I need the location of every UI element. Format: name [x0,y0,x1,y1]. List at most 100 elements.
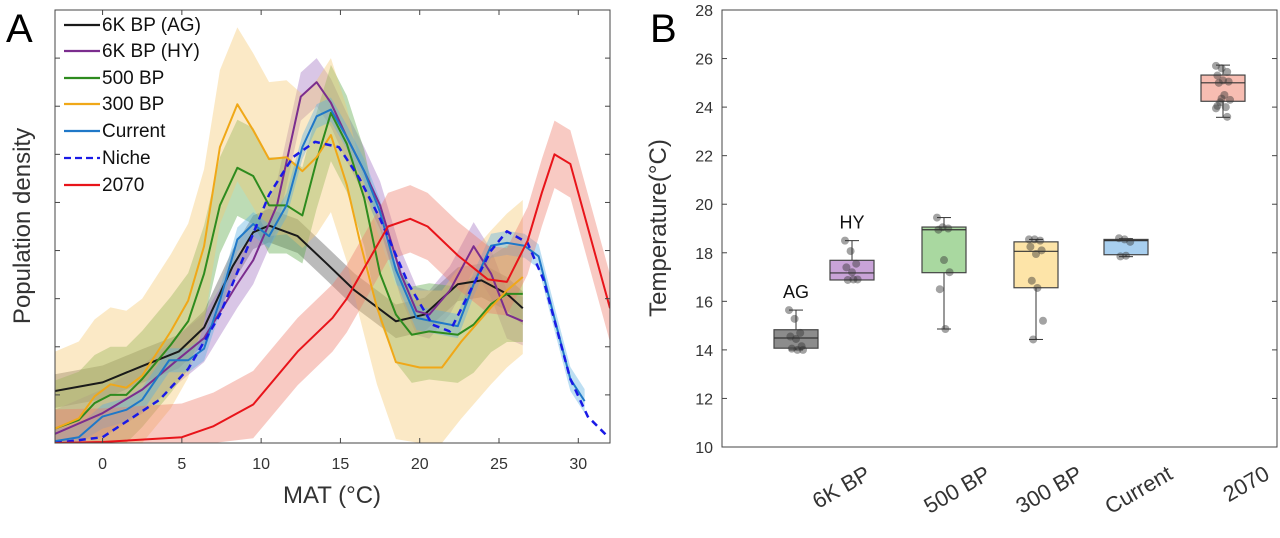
data-point [792,334,800,343]
data-point [1219,76,1227,85]
line-6k-bp-ag [55,224,524,393]
y-tick-label: 24 [695,100,713,117]
x-tick-label: 10 [252,456,270,473]
data-point [842,263,851,272]
panel-a-density-chart: 0 5 10 15 20 25 30 MAT (°C) Population density… [9,9,611,509]
data-point [940,256,948,265]
x-axis-ticks: 0 5 10 15 20 25 30 [55,10,610,473]
data-point [1224,77,1233,86]
x-tick-label: 0 [98,456,107,473]
data-point [793,345,802,354]
axes-box-a [54,9,611,444]
boxplot-2070 [1200,61,1246,121]
data-point [935,285,944,294]
box [1013,241,1059,289]
boxplot-current [1103,234,1149,261]
data-point [1116,252,1125,261]
x-tick-label: 20 [411,456,429,473]
box [829,259,875,281]
data-point [796,328,805,337]
category-labels: 6K BP 500 BP 300 BP Current 2070 [808,461,1274,519]
data-point [1029,335,1038,344]
data-point [933,213,941,222]
data-point [852,259,861,268]
data-point [799,345,807,354]
band-6k-bp-hy [55,58,523,443]
legend-label-current: Current [102,121,166,142]
band-300-bp [55,27,523,443]
y-tick-label: 18 [695,246,713,263]
data-point [1213,71,1222,80]
y-tick-label: 16 [695,294,713,311]
band-6k-bp-ag [55,208,523,408]
data-point [1221,103,1230,112]
category-label-500-bp: 500 BP [919,461,994,519]
data-point [1126,237,1135,246]
data-point [1025,235,1033,244]
data-point [1220,90,1229,99]
data-point [934,225,943,234]
confidence-bands [55,27,610,443]
data-point [797,342,806,351]
line-2070 [55,153,610,443]
boxplots: AG HY [773,61,1246,354]
data-point [786,332,795,341]
data-point [1120,235,1129,244]
data-point [1214,78,1223,87]
line-500-bp [55,111,523,430]
data-point [938,223,947,232]
y-axis-label: Population density [9,128,36,324]
density-lines [55,81,610,443]
legend: 6K BP (AG) 6K BP (HY) 500 BP 300 BP Current N… [64,15,201,196]
data-point [1115,234,1123,243]
panel-b-letter: B [650,7,677,51]
data-point [1217,94,1226,103]
data-point [1027,276,1036,285]
x-tick-label: 30 [569,456,587,473]
y-tick-label: 22 [695,149,713,166]
legend-label-300-bp: 300 BP [102,94,164,115]
category-label-2070: 2070 [1219,461,1274,507]
data-point [787,344,796,353]
category-label-current: Current [1100,461,1176,519]
boxplot-300-bp [1013,235,1059,344]
y-tick-label: 26 [695,52,713,69]
box [1103,238,1149,256]
data-point [1212,104,1220,113]
data-point [853,275,862,284]
category-label-6k-bp: 6K BP [808,461,875,514]
line-current [55,108,586,443]
box [921,226,967,274]
y-axis-ticks: 10 12 14 16 18 20 22 24 26 28 [695,3,1277,457]
data-point [1032,249,1040,258]
y-tick-label: 12 [695,391,713,408]
line-6k-bp-hy [55,81,524,435]
box [773,329,819,349]
category-label-300-bp: 300 BP [1011,461,1086,519]
data-point [1213,101,1222,110]
line-300-bp [55,103,524,430]
data-point [846,247,855,256]
data-point [841,236,849,245]
line-niche [55,140,610,443]
boxplot-6k-bp-hy: HY [829,213,875,284]
data-point [1033,283,1042,292]
x-tick-label: 15 [332,456,350,473]
x-tick-label: 25 [490,456,508,473]
annotation-ag: AG [783,282,809,302]
x-tick-label: 5 [177,456,186,473]
data-point [944,224,953,233]
data-point [1216,98,1225,107]
y-axis-label-b: Temperature(°C) [645,139,672,317]
data-point [1223,112,1232,121]
data-point [843,275,852,284]
y-tick-label: 14 [695,343,713,360]
legend-label-6k-bp-ag: 6K BP (AG) [102,15,201,36]
legend-label-6k-bp-hy: 6K BP (HY) [102,41,200,62]
data-point [1217,64,1226,73]
data-point [1212,61,1220,70]
data-point [1036,236,1045,245]
panel-b-box-chart: 10 12 14 16 18 20 22 24 26 28 Temperature(°C) AG H… [645,3,1278,519]
y-tick-label: 20 [695,197,713,214]
